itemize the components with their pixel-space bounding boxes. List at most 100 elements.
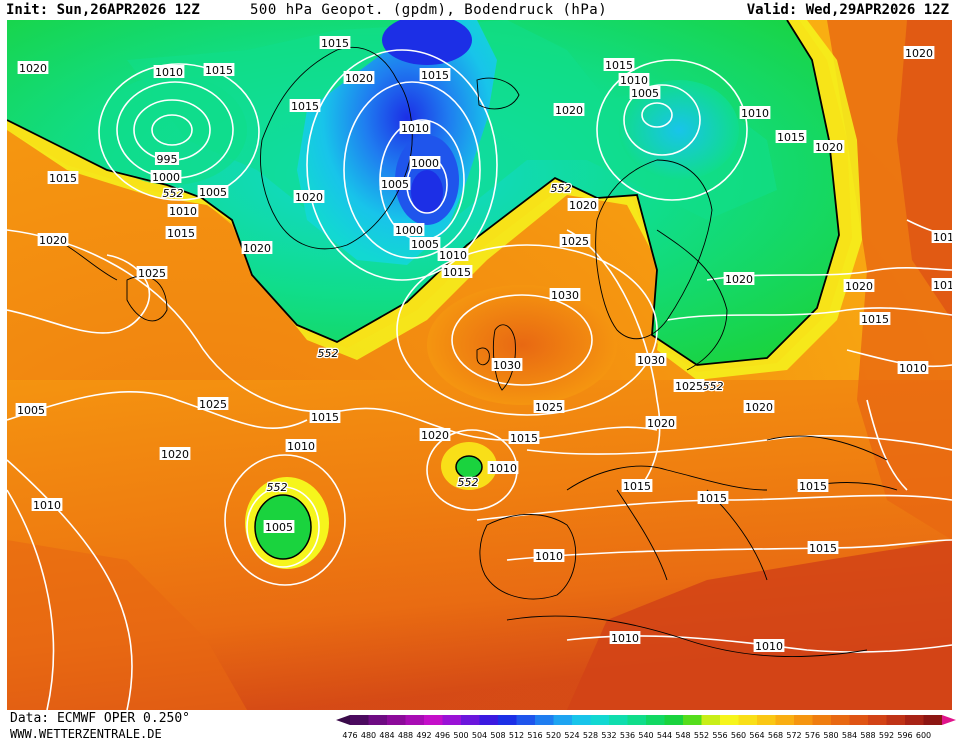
color-legend: 476 480 484 488 492 496 500 504 508 512 516 520 524 5… [336, 713, 956, 745]
isobar-label: 1020 [845, 280, 873, 293]
contour-552 [7, 20, 840, 366]
isobar-label: 1015 [861, 313, 889, 326]
isobar-label-box [343, 71, 375, 84]
isobar-label: 1020 [555, 104, 583, 117]
legend-swatch [387, 715, 406, 725]
isobar-label-box [533, 549, 565, 562]
legend-swatch [424, 715, 443, 725]
isobar-label-box [153, 65, 185, 78]
legend-tick-label: 504 [472, 731, 487, 740]
isobar-label-box [419, 68, 451, 81]
map-header: Init: Sun,26APR2026 12Z 500 hPa Geopot. … [0, 0, 959, 20]
isobar-label-box [159, 447, 191, 460]
legend-tick-label: 488 [398, 731, 413, 740]
weather-map[interactable]: 1015 1020 1010 1015 1020 1015 1015 1010 1005 1020… [7, 20, 952, 710]
isobar-label: 1000 [411, 157, 439, 170]
legend-tick-label: 512 [509, 731, 524, 740]
legend-swatch [553, 715, 572, 725]
isobar-label: 1020 [39, 234, 67, 247]
isobar-label-box [31, 498, 63, 511]
legend-swatch [572, 715, 591, 725]
legend-swatch [405, 715, 424, 725]
isobar-label: 1015 [443, 266, 471, 279]
isobar-label-box [47, 171, 79, 184]
legend-tick-label: 484 [379, 731, 394, 740]
site-url[interactable]: WWW.WETTERZENTRALE.DE [10, 727, 162, 741]
isobar-label-box [487, 461, 519, 474]
height-label: 552 [551, 182, 572, 195]
isobar-label: 1020 [295, 191, 323, 204]
isobar-label: 1015 [510, 432, 538, 445]
isobar-label-box [603, 58, 635, 71]
legend-swatch [590, 715, 609, 725]
isobar-label: 1010 [155, 66, 183, 79]
legend-swatch [646, 715, 665, 725]
isobar-label-box [491, 358, 523, 371]
legend-tick-label: 496 [435, 731, 450, 740]
isobar-label-box [197, 185, 229, 198]
height-label: 552 [267, 481, 288, 494]
legend-swatch [868, 715, 887, 725]
isobar-label: 1005 [411, 238, 439, 251]
isobar-label: 1015 [311, 411, 339, 424]
isobar-label-box [559, 234, 591, 247]
legend-tick-label: 500 [453, 731, 468, 740]
isobar-label: 1015 [699, 492, 727, 505]
isobar-label: 1015 [167, 227, 195, 240]
central-high-core [427, 285, 617, 405]
legend-swatch [886, 715, 905, 725]
isobar-label-box [15, 403, 47, 416]
height-labels: 552 552 552 552 552 552 [161, 181, 725, 496]
legend-swatch [720, 715, 739, 725]
legend-tick-label: 592 [879, 731, 894, 740]
isobar-label: 1015 [49, 172, 77, 185]
isobar-label-box [319, 36, 351, 49]
isobar-label-box [813, 140, 845, 153]
isobar-label-box [645, 416, 677, 429]
legend-tick-label: 596 [897, 731, 912, 740]
isobar-label: 1010 [169, 205, 197, 218]
isobar-label: 1030 [637, 354, 665, 367]
isobar-label-box [931, 278, 952, 291]
isobar-label-box [743, 400, 775, 413]
isobar-label-box [197, 397, 229, 410]
legend-tick-label: 564 [749, 731, 764, 740]
isobar-label: 1020 [569, 199, 597, 212]
isobar-label-box [549, 288, 581, 301]
east-edge-field [897, 20, 952, 320]
isobar-label-box [393, 223, 425, 236]
legend-tick-label: 572 [786, 731, 801, 740]
isobar-label-box [635, 353, 667, 366]
isobar-label: 1010 [899, 362, 927, 375]
legend-swatch [775, 715, 794, 725]
legend-tick-label: 540 [638, 731, 653, 740]
map-title: 500 hPa Geopot. (gpdm), Bodendruck (hPa) [250, 2, 608, 18]
legend-swatch [442, 715, 461, 725]
isobar-label: 1005 [17, 404, 45, 417]
isobar-label: 1025 [535, 401, 563, 414]
isobar-label-box [508, 431, 540, 444]
isobar-label-box [150, 170, 182, 183]
legend-tick-label: 544 [657, 731, 672, 740]
legend-swatch [516, 715, 535, 725]
isobar-label-box [567, 198, 599, 211]
legend-tick-label: 524 [564, 731, 579, 740]
isobar-label-box [441, 265, 473, 278]
isobar-label: 1020 [725, 273, 753, 286]
isobar-label: 1005 [381, 178, 409, 191]
height-label: 552 [703, 380, 724, 393]
isobar-label: 1015 [421, 69, 449, 82]
legend-arrow-high [942, 715, 956, 725]
isobar-label: 1000 [395, 224, 423, 237]
legend-swatch [794, 715, 813, 725]
isobar-label-box [553, 103, 585, 116]
isobar-label: 1020 [745, 401, 773, 414]
isobar-label: 1015 [809, 542, 837, 555]
isobar-label: 1010 [741, 107, 769, 120]
legend-swatch [461, 715, 480, 725]
isobar-label-box [285, 439, 317, 452]
valid-time: Valid: Wed,29APR2026 12Z [746, 2, 949, 18]
legend-swatch [350, 715, 369, 725]
height-label: 552 [163, 187, 184, 200]
isobar-label: 1020 [345, 72, 373, 85]
